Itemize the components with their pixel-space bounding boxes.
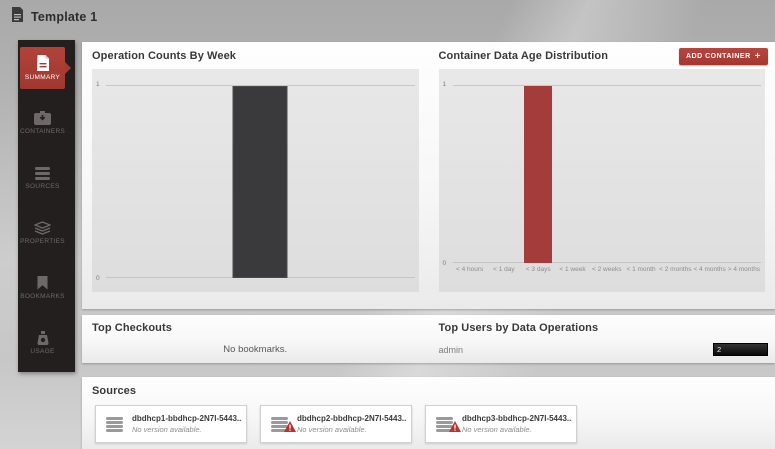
source-card-text: dbdhcp3-bbdhcp-2N7I-5443... No version a…	[462, 414, 576, 434]
charts-panel: Operation Counts By Week 1 0 Container D…	[82, 42, 775, 309]
database-icon	[261, 416, 297, 432]
layers-icon	[34, 221, 51, 235]
sidebar-item-label: PROPERTIES	[20, 238, 65, 245]
operations-chart-section: Operation Counts By Week 1 0	[82, 42, 429, 309]
age-chart-title: Container Data Age Distribution	[438, 50, 609, 62]
x-tick-label: < 4 hours	[455, 266, 484, 273]
database-stack-icon	[35, 166, 50, 180]
x-tick-label: < 1 day	[493, 266, 515, 273]
source-status: No version available.	[462, 424, 532, 434]
sidebar-item-label: BOOKMARKS	[20, 293, 65, 300]
page-title: Template 1	[31, 10, 98, 24]
x-tick-label: < 1 month	[626, 266, 656, 273]
main-content: Operation Counts By Week 1 0 Container D…	[82, 42, 775, 449]
operations-chart-plot: 1 0	[92, 69, 419, 292]
container-box-icon	[34, 111, 51, 125]
sidebar-item-bookmarks[interactable]: BOOKMARKS	[20, 267, 65, 309]
sidebar-item-containers[interactable]: CONTAINERS	[20, 102, 65, 144]
x-tick-label: < 2 weeks	[592, 266, 622, 273]
top-checkouts-section: Top Checkouts No bookmarks.	[82, 315, 429, 363]
database-icon	[96, 416, 132, 432]
x-axis-labels: < 4 hours < 1 day < 3 days < 1 week < 2 week…	[453, 265, 762, 289]
database-icon	[426, 416, 462, 432]
top-user-row: admin 2	[438, 343, 768, 356]
sidebar-item-summary[interactable]: SUMMARY	[20, 47, 71, 89]
summary-stats-panel: Top Checkouts No bookmarks. Top Users by…	[82, 315, 775, 363]
sources-panel: Sources dbdhcp1-bbdhcp-2N7I-5443... No v…	[82, 377, 775, 449]
add-container-label: ADD CONTAINER	[685, 53, 751, 60]
add-container-button[interactable]: ADD CONTAINER +	[678, 48, 768, 65]
username-label: admin	[438, 344, 464, 355]
x-axis-line	[452, 262, 761, 263]
source-name: dbdhcp1-bbdhcp-2N7I-5443...	[132, 414, 242, 424]
warning-triangle-icon	[449, 419, 461, 437]
sidebar-item-label: USAGE	[30, 348, 55, 355]
user-operations-bar: 2	[713, 343, 768, 356]
usage-meter-icon	[36, 331, 50, 345]
sidebar-item-sources[interactable]: SOURCES	[20, 157, 65, 199]
source-name: dbdhcp3-bbdhcp-2N7I-5443...	[462, 414, 572, 424]
x-tick-label: < 3 days	[525, 266, 551, 273]
bar-value	[232, 86, 288, 278]
sources-title: Sources	[92, 385, 137, 397]
x-tick-label: < 4 months	[693, 266, 726, 273]
source-card[interactable]: dbdhcp3-bbdhcp-2N7I-5443... No version a…	[425, 405, 577, 443]
template-document-icon	[11, 7, 24, 27]
source-card-text: dbdhcp1-bbdhcp-2N7I-5443... No version a…	[132, 414, 246, 434]
top-checkouts-title: Top Checkouts	[92, 322, 172, 334]
sidebar-item-properties[interactable]: PROPERTIES	[20, 212, 65, 254]
sidebar-item-label: CONTAINERS	[19, 128, 66, 135]
bar-<-3-days	[524, 86, 553, 263]
age-chart-plot: 1 0 < 4 hours < 1 day < 3 days < 1 week < 2 …	[438, 69, 765, 292]
plus-icon: +	[754, 50, 761, 62]
top-users-title: Top Users by Data Operations	[438, 322, 599, 334]
x-tick-label: < 2 months	[659, 266, 692, 273]
summary-document-icon	[36, 55, 50, 71]
source-status: No version available.	[297, 424, 367, 434]
source-status: No version available.	[132, 424, 202, 434]
age-chart-section: Container Data Age Distribution ADD CONT…	[429, 42, 775, 309]
no-bookmarks-message: No bookmarks.	[223, 344, 288, 355]
x-tick-label: < 1 week	[559, 266, 586, 273]
bars-area	[453, 86, 762, 263]
sidebar-item-label: SUMMARY	[24, 74, 61, 81]
sidebar-nav: SUMMARY CONTAINERS SOURCES PROPERTIES BO…	[18, 40, 75, 372]
source-card[interactable]: dbdhcp2-bbdhcp-2N7I-5443... No version a…	[260, 405, 412, 443]
y-tick-label: 1	[96, 81, 100, 88]
y-tick-label: 0	[96, 275, 100, 282]
source-name: dbdhcp2-bbdhcp-2N7I-5443...	[297, 414, 407, 424]
bookmark-icon	[37, 276, 48, 290]
warning-triangle-icon	[284, 419, 296, 437]
sidebar-item-usage[interactable]: USAGE	[20, 322, 65, 364]
source-cards-row: dbdhcp1-bbdhcp-2N7I-5443... No version a…	[95, 405, 765, 443]
y-tick-label: 1	[442, 81, 447, 88]
operations-chart-title: Operation Counts By Week	[92, 50, 236, 62]
x-tick-label: > 4 months	[727, 266, 761, 273]
user-operations-count: 2	[717, 345, 722, 354]
sidebar-item-label: SOURCES	[25, 182, 60, 190]
y-tick-label: 0	[442, 260, 447, 267]
top-users-section: Top Users by Data Operations admin 2	[429, 315, 775, 363]
bars-area	[106, 86, 415, 278]
gridline	[106, 85, 415, 86]
page-header: Template 1	[0, 0, 775, 34]
source-card-text: dbdhcp2-bbdhcp-2N7I-5443... No version a…	[297, 414, 411, 434]
gridline	[452, 85, 761, 86]
source-card[interactable]: dbdhcp1-bbdhcp-2N7I-5443... No version a…	[95, 405, 247, 443]
